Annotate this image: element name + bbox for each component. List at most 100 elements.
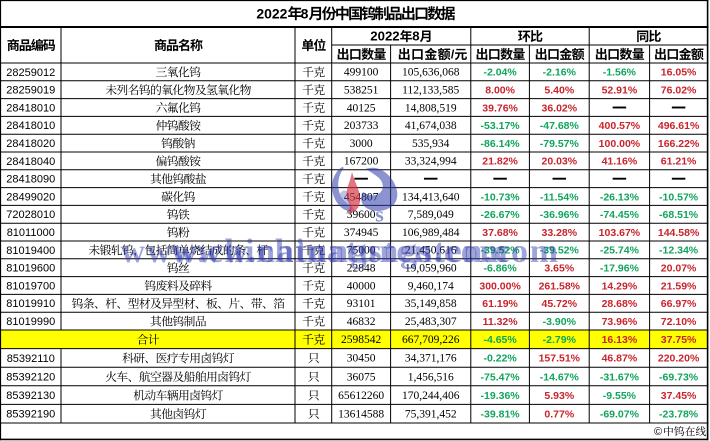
svg-text:20.07%: 20.07% [661, 262, 697, 274]
svg-text:81019600: 81019600 [6, 263, 55, 275]
svg-text:-39.52%: -39.52% [540, 245, 580, 257]
svg-text:19,059,960: 19,059,960 [405, 263, 457, 275]
svg-text:28418010: 28418010 [6, 102, 55, 114]
svg-text:34,371,176: 34,371,176 [405, 353, 457, 365]
svg-text:496.61%: 496.61% [658, 120, 700, 132]
svg-text:11.32%: 11.32% [483, 316, 519, 328]
svg-text:-69.73%: -69.73% [659, 371, 699, 383]
svg-text:45.72%: 45.72% [541, 298, 577, 310]
svg-text:8: 8 [301, 6, 309, 22]
svg-text:52.91%: 52.91% [602, 84, 638, 96]
svg-text:166.22%: 166.22% [658, 138, 700, 150]
svg-text:20.03%: 20.03% [541, 156, 577, 168]
svg-text:105,636,068: 105,636,068 [402, 67, 460, 79]
svg-text:-2.04%: -2.04% [483, 67, 517, 79]
svg-text:0.77%: 0.77% [544, 408, 574, 420]
svg-text:-10.73%: -10.73% [481, 191, 521, 203]
svg-text:75,391,452: 75,391,452 [405, 409, 457, 421]
svg-text:61.19%: 61.19% [482, 298, 518, 310]
svg-text:-39.52%: -39.52% [481, 245, 521, 257]
svg-text:www.chinatungsten.com: www.chinatungsten.com [121, 233, 510, 270]
svg-text:-25.74%: -25.74% [600, 245, 640, 257]
svg-text:220.20%: 220.20% [658, 353, 700, 365]
svg-text:-23.78%: -23.78% [659, 408, 699, 420]
svg-text:134,413,640: 134,413,640 [402, 191, 460, 203]
svg-text:-17.96%: -17.96% [600, 262, 640, 274]
svg-text:499100: 499100 [344, 67, 379, 79]
svg-text:-6.86%: -6.86% [483, 262, 517, 274]
svg-text:157.51%: 157.51% [539, 353, 581, 365]
svg-text:-86.14%: -86.14% [481, 138, 521, 150]
svg-text:40125: 40125 [347, 102, 376, 114]
svg-text:93101: 93101 [347, 298, 376, 310]
svg-text:16.05%: 16.05% [661, 67, 697, 79]
svg-text:37.45%: 37.45% [661, 390, 697, 402]
svg-text:21.59%: 21.59% [661, 280, 697, 292]
svg-text:13614588: 13614588 [338, 409, 384, 421]
svg-text:261.58%: 261.58% [539, 280, 581, 292]
svg-text:14.29%: 14.29% [602, 280, 638, 292]
svg-text:-36.96%: -36.96% [540, 209, 580, 221]
svg-text:28418090: 28418090 [6, 174, 55, 186]
svg-text:5.40%: 5.40% [544, 84, 574, 96]
svg-text:72028010: 72028010 [6, 209, 55, 221]
svg-text:-79.57%: -79.57% [540, 138, 580, 150]
svg-text:-26.67%: -26.67% [481, 209, 521, 221]
svg-text:300.00%: 300.00% [479, 280, 521, 292]
svg-text:46.87%: 46.87% [602, 353, 638, 365]
svg-text:1,456,516: 1,456,516 [408, 371, 454, 383]
svg-text:©: © [654, 426, 662, 438]
svg-text:39.76%: 39.76% [482, 102, 518, 114]
svg-text:s: s [375, 201, 384, 226]
svg-text:39600: 39600 [347, 209, 376, 221]
svg-text:-39.81%: -39.81% [481, 408, 521, 420]
svg-text:35,149,858: 35,149,858 [405, 298, 457, 310]
svg-text:22848: 22848 [347, 263, 376, 275]
svg-text:28.68%: 28.68% [602, 298, 638, 310]
svg-text:667,709,226: 667,709,226 [402, 334, 460, 346]
svg-text:14,808,519: 14,808,519 [405, 102, 457, 114]
svg-text:-53.17%: -53.17% [481, 120, 521, 132]
svg-text:81019910: 81019910 [6, 298, 55, 310]
svg-text:21.82%: 21.82% [482, 156, 518, 168]
svg-text:81019990: 81019990 [6, 316, 55, 328]
svg-text:-75.47%: -75.47% [481, 371, 521, 383]
svg-text:85392110: 85392110 [7, 353, 55, 365]
svg-text:8: 8 [412, 29, 419, 44]
svg-text:103.67%: 103.67% [599, 227, 641, 239]
svg-text:28418010: 28418010 [6, 120, 55, 132]
svg-text:5.93%: 5.93% [544, 390, 574, 402]
svg-text:85392120: 85392120 [6, 371, 55, 383]
svg-text:30450: 30450 [347, 353, 376, 365]
svg-text:8.00%: 8.00% [485, 84, 515, 96]
svg-text:2022: 2022 [370, 29, 399, 44]
svg-text:28259019: 28259019 [6, 85, 55, 97]
svg-text:-4.65%: -4.65% [483, 334, 517, 346]
svg-text:/: / [451, 47, 455, 61]
svg-text:-74.45%: -74.45% [600, 209, 640, 221]
svg-text:-14.67%: -14.67% [540, 371, 580, 383]
svg-text:81019700: 81019700 [6, 280, 55, 292]
svg-text:81019400: 81019400 [6, 245, 55, 257]
svg-text:81011000: 81011000 [7, 227, 55, 239]
svg-text:100.00%: 100.00% [599, 138, 641, 150]
svg-text:28259012: 28259012 [6, 67, 55, 79]
svg-text:-68.51%: -68.51% [659, 209, 699, 221]
svg-text:85392190: 85392190 [6, 409, 55, 421]
svg-text:73.96%: 73.96% [602, 316, 638, 328]
svg-text:36075: 36075 [347, 371, 376, 383]
svg-text:25,483,307: 25,483,307 [405, 316, 457, 328]
svg-text:-69.07%: -69.07% [600, 408, 640, 420]
svg-text:-2.16%: -2.16% [543, 67, 577, 79]
svg-text:65612260: 65612260 [338, 390, 384, 402]
svg-text:-19.36%: -19.36% [481, 390, 521, 402]
svg-text:-31.67%: -31.67% [600, 371, 640, 383]
svg-text:9,460,174: 9,460,174 [408, 280, 454, 292]
svg-text:7,589,049: 7,589,049 [408, 209, 454, 221]
svg-text:75000: 75000 [347, 245, 376, 257]
svg-text:-9.55%: -9.55% [603, 390, 637, 402]
svg-text:40000: 40000 [347, 280, 376, 292]
svg-text:-12.34%: -12.34% [659, 245, 699, 257]
svg-text:-11.54%: -11.54% [540, 191, 579, 203]
svg-text:535,934: 535,934 [412, 138, 450, 150]
